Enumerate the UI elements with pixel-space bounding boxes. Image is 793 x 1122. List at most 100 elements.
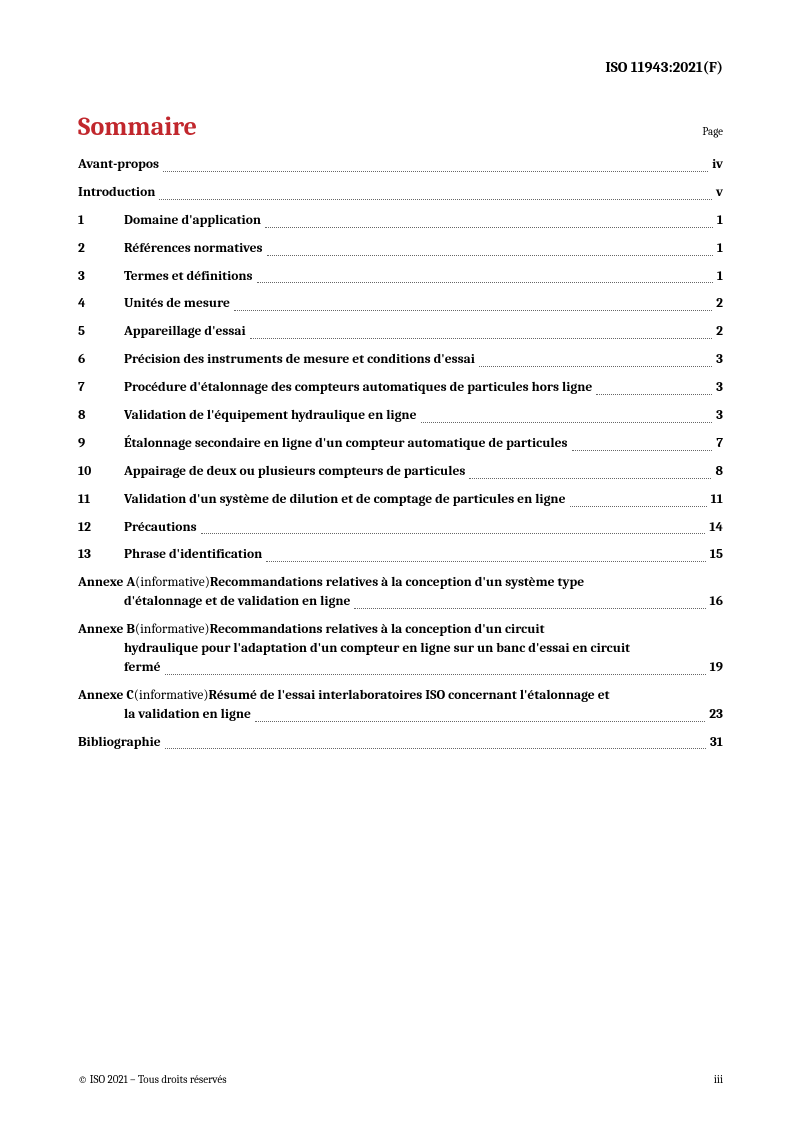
toc-section-item: 8 Validation de l'équipement hydraulique… bbox=[78, 407, 723, 426]
copyright-text: © ISO 2021 – Tous droits réservés bbox=[78, 1073, 227, 1086]
toc-leader bbox=[234, 310, 712, 311]
toc-leader bbox=[479, 366, 712, 367]
toc-entry-number: 12 bbox=[78, 519, 124, 538]
annex-info: (informative) bbox=[134, 687, 209, 706]
heading-row: Sommaire Page bbox=[78, 112, 723, 142]
toc-section-item: 10 Appairage de deux ou plusieurs compte… bbox=[78, 463, 723, 482]
annex-info: (informative) bbox=[135, 574, 210, 593]
toc-leader bbox=[159, 199, 712, 200]
toc-annex-item: Annexe A (informative) Recommandations r… bbox=[78, 574, 723, 612]
annex-title-line: hydraulique pour l'adaptation d'un compt… bbox=[124, 640, 630, 659]
toc-leader bbox=[266, 561, 705, 562]
toc-entry-number: 7 bbox=[78, 379, 124, 398]
toc-entry-page: 11 bbox=[711, 491, 723, 510]
toc-section-item: 6 Précision des instruments de mesure et… bbox=[78, 351, 723, 370]
toc-entry-page: 3 bbox=[716, 351, 723, 370]
toc-leader bbox=[596, 394, 712, 395]
table-of-contents: Avant-propos iv Introduction v 1 Domaine… bbox=[78, 156, 723, 752]
toc-leader bbox=[250, 338, 712, 339]
toc-entry-number: 2 bbox=[78, 240, 124, 259]
toc-entry-page: 1 bbox=[717, 212, 723, 231]
toc-leader bbox=[421, 422, 713, 423]
toc-entry-title: Appareillage d'essai bbox=[124, 323, 246, 342]
annex-label: Annexe B bbox=[78, 621, 135, 640]
toc-entry-page: 14 bbox=[709, 519, 723, 538]
toc-leader bbox=[572, 450, 713, 451]
toc-entry-title: Précision des instruments de mesure et c… bbox=[124, 351, 475, 370]
page-number: iii bbox=[714, 1073, 723, 1086]
toc-leader bbox=[165, 674, 706, 675]
toc-leader bbox=[201, 533, 706, 534]
document-id: ISO 11943:2021(F) bbox=[78, 58, 723, 76]
toc-entry-title: Bibliographie bbox=[78, 734, 161, 753]
toc-entry-number: 10 bbox=[78, 463, 124, 482]
toc-front-item: Avant-propos iv bbox=[78, 156, 723, 175]
toc-entry-number: 3 bbox=[78, 268, 124, 287]
toc-leader bbox=[265, 227, 713, 228]
toc-entry-number: 4 bbox=[78, 295, 124, 314]
toc-entry-page: 1 bbox=[717, 240, 723, 259]
annex-title-line: d'étalonnage et de validation en ligne bbox=[124, 593, 350, 612]
toc-entry-number: 11 bbox=[78, 491, 124, 510]
toc-entry-number: 13 bbox=[78, 546, 124, 565]
annex-title-line: Résumé de l'essai interlaboratoires ISO … bbox=[208, 687, 609, 706]
toc-entry-title: Introduction bbox=[78, 184, 155, 203]
toc-section-item: 9 Étalonnage secondaire en ligne d'un co… bbox=[78, 435, 723, 454]
toc-entry-title: Appairage de deux ou plusieurs compteurs… bbox=[124, 463, 465, 482]
toc-leader bbox=[255, 721, 705, 722]
toc-entry-page: 7 bbox=[716, 435, 723, 454]
toc-entry-page: iv bbox=[712, 156, 723, 175]
toc-section-item: 3 Termes et définitions 1 bbox=[78, 268, 723, 287]
annex-title-line: Recommandations relatives à la conceptio… bbox=[210, 621, 545, 640]
toc-entry-page: 31 bbox=[710, 734, 723, 753]
toc-entry-page: 1 bbox=[717, 268, 723, 287]
toc-leader bbox=[163, 171, 708, 172]
toc-annex-item: Annexe B (informative) Recommandations r… bbox=[78, 621, 723, 678]
toc-biblio-item: Bibliographie 31 bbox=[78, 734, 723, 753]
toc-section-item: 11 Validation d'un système de dilution e… bbox=[78, 491, 723, 510]
toc-section-item: 12 Précautions 14 bbox=[78, 519, 723, 538]
toc-entry-page: 2 bbox=[716, 323, 723, 342]
annex-title-line: fermé bbox=[124, 659, 161, 678]
toc-leader bbox=[165, 748, 706, 749]
toc-entry-page: 16 bbox=[710, 593, 723, 612]
toc-front-item: Introduction v bbox=[78, 184, 723, 203]
toc-entry-page: v bbox=[716, 184, 723, 203]
toc-entry-title: Étalonnage secondaire en ligne d'un comp… bbox=[124, 435, 568, 454]
toc-leader bbox=[267, 255, 713, 256]
toc-leader bbox=[570, 506, 707, 507]
toc-entry-page: 23 bbox=[709, 706, 723, 725]
toc-entry-title: Domaine d'application bbox=[124, 212, 261, 231]
toc-leader bbox=[257, 282, 713, 283]
toc-entry-number: 9 bbox=[78, 435, 124, 454]
page: ISO 11943:2021(F) Sommaire Page Avant-pr… bbox=[0, 0, 793, 1122]
toc-entry-title: Unités de mesure bbox=[124, 295, 230, 314]
toc-leader bbox=[354, 608, 705, 609]
toc-annex-item: Annexe C (informative) Résumé de l'essai… bbox=[78, 687, 723, 725]
toc-section-item: 1 Domaine d'application 1 bbox=[78, 212, 723, 231]
annex-info: (informative) bbox=[135, 621, 210, 640]
toc-entry-title: Phrase d'identification bbox=[124, 546, 262, 565]
toc-entry-page: 2 bbox=[716, 295, 723, 314]
toc-entry-title: Références normatives bbox=[124, 240, 263, 259]
toc-entry-title: Validation de l'équipement hydraulique e… bbox=[124, 407, 417, 426]
toc-entry-number: 6 bbox=[78, 351, 124, 370]
toc-entry-page: 19 bbox=[710, 659, 723, 678]
toc-entry-page: 8 bbox=[715, 463, 723, 482]
toc-section-item: 7 Procédure d'étalonnage des compteurs a… bbox=[78, 379, 723, 398]
toc-entry-page: 3 bbox=[716, 407, 723, 426]
page-footer: © ISO 2021 – Tous droits réservés iii bbox=[78, 1073, 723, 1086]
toc-entry-number: 1 bbox=[78, 212, 124, 231]
annex-label: Annexe C bbox=[78, 687, 134, 706]
toc-section-item: 5 Appareillage d'essai 2 bbox=[78, 323, 723, 342]
toc-entry-title: Procédure d'étalonnage des compteurs aut… bbox=[124, 379, 592, 398]
toc-entry-title: Avant-propos bbox=[78, 156, 159, 175]
toc-entry-page: 3 bbox=[716, 379, 723, 398]
toc-heading: Sommaire bbox=[78, 112, 197, 142]
toc-entry-title: Validation d'un système de dilution et d… bbox=[124, 491, 566, 510]
toc-section-item: 2 Références normatives 1 bbox=[78, 240, 723, 259]
toc-entry-title: Précautions bbox=[124, 519, 197, 538]
annex-title-line: Recommandations relatives à la conceptio… bbox=[210, 574, 584, 593]
toc-entry-number: 5 bbox=[78, 323, 124, 342]
annex-title-line: la validation en ligne bbox=[124, 706, 251, 725]
